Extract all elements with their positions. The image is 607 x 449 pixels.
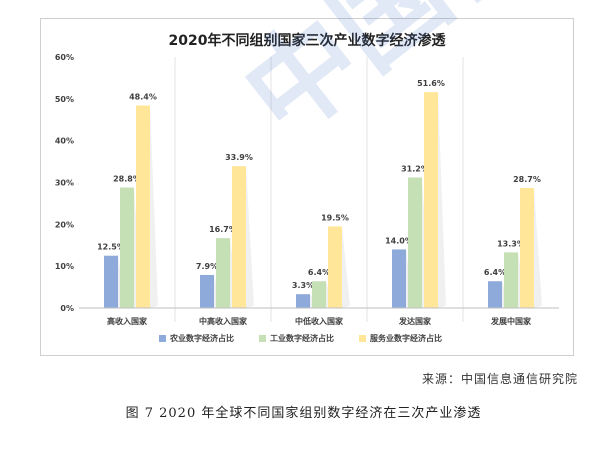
data-label: 48.4%	[129, 93, 157, 102]
bar-1	[200, 274, 214, 308]
data-label: 19.5%	[321, 213, 349, 222]
bar-2	[216, 238, 230, 308]
bar-1	[392, 249, 406, 308]
legend-label: 工业数字经济占比	[270, 333, 334, 343]
data-label: 33.9%	[225, 153, 253, 162]
data-label: 6.4%	[484, 268, 506, 277]
x-tick-label: 高收入国家	[107, 316, 148, 326]
bar-shadow	[246, 166, 254, 308]
bar-3	[328, 226, 342, 308]
x-tick-label: 发展中国家	[490, 316, 532, 326]
bar-chart: 2020年不同组别国家三次产业数字经济渗透 0% 10% 20% 30% 40% 50% 60…	[55, 32, 559, 343]
data-label: 7.9%	[196, 262, 218, 271]
y-tick-label: 50%	[55, 95, 74, 104]
data-label: 12.5%	[97, 243, 125, 252]
bar-2	[312, 281, 326, 308]
bar-2	[120, 187, 134, 308]
legend-swatch	[359, 335, 366, 342]
y-tick-label: 60%	[55, 53, 74, 62]
source-line: 来源：中国信息通信研究院	[421, 372, 578, 386]
bar-1	[488, 281, 502, 308]
legend-label: 服务业数字经济占比	[370, 333, 442, 343]
y-tick-label: 20%	[55, 220, 74, 229]
bar-shadow	[150, 105, 158, 308]
bar-1	[104, 255, 118, 308]
y-tick-label: 10%	[55, 262, 74, 271]
x-tick-label: 中高收入国家	[199, 316, 248, 326]
data-label: 51.6%	[417, 79, 445, 88]
data-label: 3.3%	[292, 281, 314, 290]
chart-frame: 2020年不同组别国家三次产业数字经济渗透 0% 10% 20% 30% 40% 50% 60…	[40, 18, 574, 356]
legend-label: 农业数字经济占比	[169, 333, 234, 343]
legend-swatch	[159, 335, 166, 342]
bar-3	[520, 187, 534, 308]
data-label: 31.2%	[401, 164, 429, 173]
chart-title: 2020年不同组别国家三次产业数字经济渗透	[169, 32, 447, 49]
bar-2	[408, 177, 422, 308]
legend-swatch	[259, 335, 266, 342]
bar-shadow	[342, 226, 350, 308]
data-label: 16.7%	[209, 225, 237, 234]
bar-3	[232, 166, 246, 308]
data-label: 28.7%	[513, 175, 541, 184]
bar-shadow	[534, 187, 542, 308]
data-label: 14.0%	[385, 236, 413, 245]
x-tick-label: 中低收入国家	[295, 316, 344, 326]
y-tick-label: 30%	[55, 179, 74, 188]
data-label: 13.3%	[497, 239, 525, 248]
y-tick-label: 0%	[60, 304, 74, 313]
y-tick-label: 40%	[55, 137, 74, 146]
bar-2	[504, 252, 518, 308]
data-label: 6.4%	[308, 268, 330, 277]
data-label: 28.8%	[113, 175, 141, 184]
figure-caption: 图 7 2020 年全球不同国家组别数字经济在三次产业渗透	[125, 406, 482, 421]
x-tick-label: 发达国家	[398, 316, 432, 326]
bar-3	[136, 105, 150, 308]
bar-shadow	[438, 92, 446, 308]
bar-3	[424, 92, 438, 308]
bar-1	[296, 294, 310, 308]
